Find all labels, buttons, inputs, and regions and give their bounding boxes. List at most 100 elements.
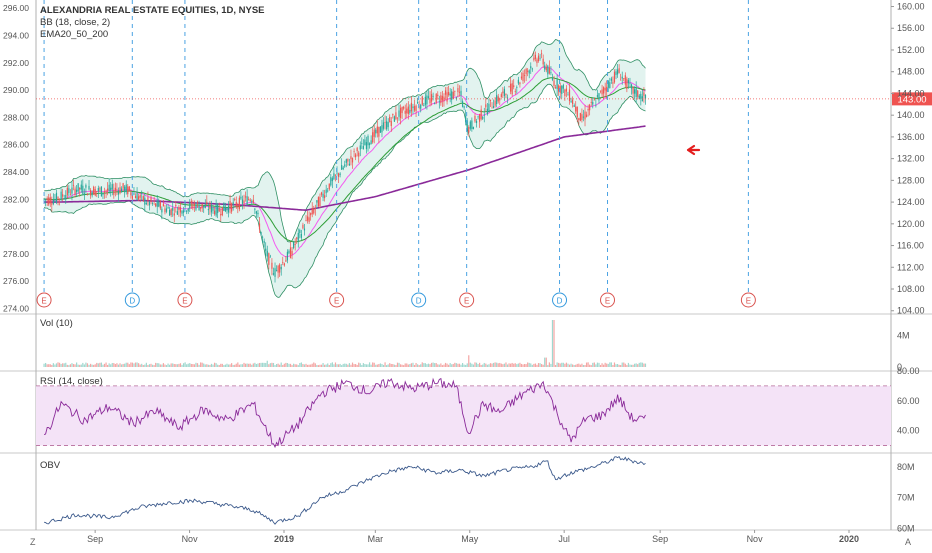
- volume-bar: [77, 364, 79, 367]
- candle-body: [184, 201, 186, 207]
- volume-bar: [260, 362, 262, 367]
- volume-bar: [210, 363, 213, 367]
- candle-body: [136, 193, 138, 201]
- candle-body: [454, 90, 456, 92]
- candle-body: [547, 65, 549, 75]
- candle-body: [288, 250, 290, 254]
- event-label: E: [464, 297, 469, 306]
- candle-body: [370, 140, 372, 145]
- volume-bar: [110, 364, 112, 367]
- candle-body: [417, 102, 419, 104]
- candle-body: [427, 96, 430, 98]
- candle-body: [544, 65, 546, 70]
- volume-bar: [590, 365, 592, 367]
- candle-body: [609, 82, 611, 89]
- candle-body: [533, 57, 535, 61]
- volume-bar: [63, 363, 65, 367]
- volume-bar: [65, 362, 67, 367]
- candle-body: [587, 108, 589, 111]
- candle-body: [80, 184, 82, 190]
- volume-bar: [311, 363, 313, 367]
- candle-body: [97, 188, 99, 192]
- candle-body: [271, 262, 273, 269]
- candle-body: [550, 72, 552, 74]
- volume-bar: [139, 364, 141, 367]
- volume-bar: [144, 364, 146, 367]
- candle-body: [297, 232, 299, 241]
- candle-body: [480, 109, 482, 120]
- candle-body: [249, 199, 251, 202]
- candle-body: [162, 203, 165, 207]
- candle-body: [224, 207, 227, 212]
- candle-body: [596, 95, 599, 97]
- event-label: E: [41, 297, 46, 306]
- volume-bar: [506, 364, 509, 367]
- candle-body: [627, 80, 630, 84]
- auto-scale-toggle[interactable]: A: [905, 537, 912, 547]
- candle-body: [130, 192, 132, 196]
- candle-body: [302, 224, 304, 229]
- candle-body: [241, 199, 244, 204]
- volume-bar: [313, 362, 315, 367]
- volume-bar: [496, 362, 498, 367]
- candle-body: [392, 113, 394, 116]
- candle-body: [263, 241, 265, 243]
- candle-body: [530, 66, 532, 69]
- volume-bar: [234, 364, 236, 367]
- candle-body: [227, 206, 230, 213]
- volume-bar: [542, 364, 544, 367]
- candle-body: [144, 197, 146, 205]
- candle-body: [398, 110, 400, 117]
- volume-bar: [133, 363, 135, 367]
- candle-body: [285, 260, 287, 262]
- event-label: E: [334, 297, 339, 306]
- volume-bar: [465, 364, 467, 367]
- candle-body: [406, 108, 408, 114]
- candle-body: [63, 198, 65, 200]
- candle-body: [429, 98, 431, 104]
- volume-bar: [333, 364, 335, 367]
- volume-bar: [370, 364, 372, 367]
- candle-body: [268, 253, 270, 265]
- volume-bar: [179, 363, 182, 367]
- candle-body: [469, 121, 471, 129]
- candle-body: [229, 200, 231, 209]
- candle-body: [448, 91, 450, 95]
- candle-body: [122, 183, 124, 189]
- candle-body: [620, 79, 622, 81]
- volume-bar: [336, 364, 338, 367]
- candle-body: [272, 273, 275, 275]
- volume-bar: [156, 363, 158, 367]
- candle-body: [584, 111, 586, 120]
- dividend-marker: [552, 292, 568, 308]
- volume-bar: [618, 364, 620, 367]
- volume-bar: [285, 362, 287, 367]
- volume-bar: [57, 362, 59, 367]
- candle-body: [589, 104, 591, 111]
- candle-body: [355, 154, 357, 158]
- candle-body: [147, 197, 149, 201]
- volume-bar: [452, 363, 454, 367]
- candle-body: [83, 193, 85, 196]
- candle-body: [327, 190, 329, 192]
- volume-bar: [539, 363, 541, 367]
- volume-bar: [603, 364, 605, 367]
- volume-bar: [544, 357, 546, 367]
- candle-body: [514, 91, 516, 92]
- candle-body: [558, 85, 560, 92]
- volume-bar: [128, 364, 130, 367]
- candle-body: [342, 167, 344, 170]
- candle-body: [150, 197, 152, 202]
- candle-body: [71, 187, 73, 194]
- zoom-toggle[interactable]: Z: [30, 537, 36, 547]
- volume-bar: [204, 364, 206, 367]
- candle-body: [452, 91, 454, 99]
- candle-body: [48, 197, 50, 205]
- candle-body: [511, 83, 513, 95]
- rsi-line: [43, 377, 646, 449]
- candle-body: [624, 75, 626, 85]
- candle-body: [265, 248, 267, 251]
- volume-bar: [420, 364, 422, 367]
- volume-bar: [257, 363, 259, 367]
